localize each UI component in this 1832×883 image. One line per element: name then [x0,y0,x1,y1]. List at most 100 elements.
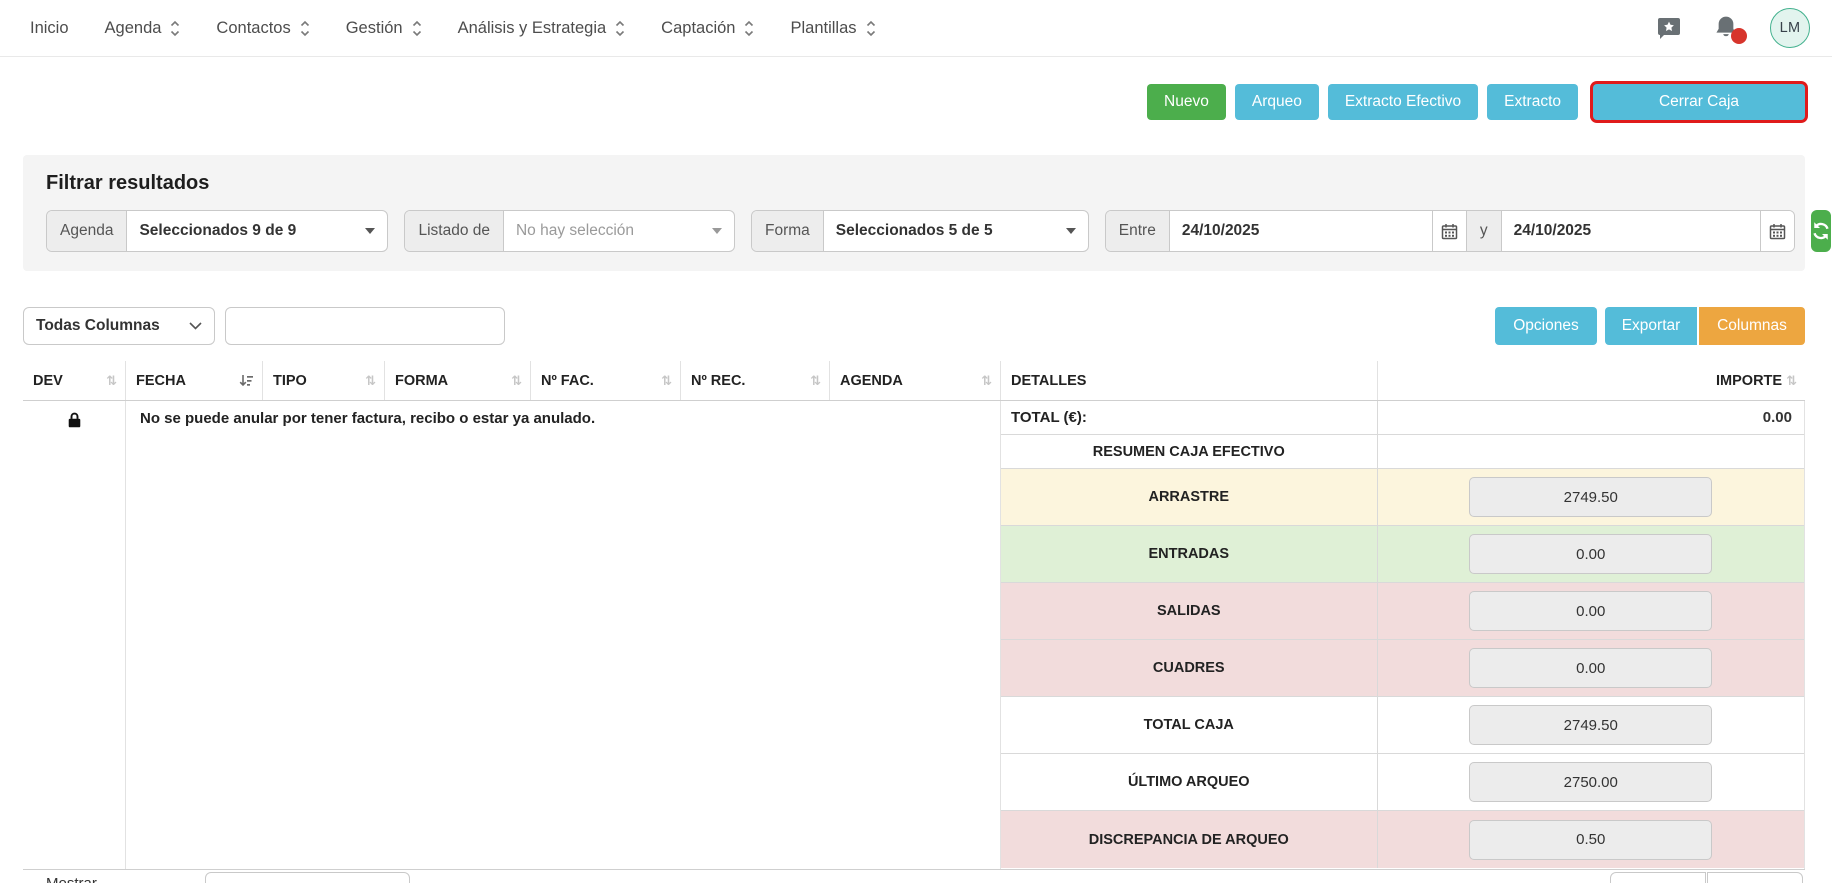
summary-row-entradas: ENTRADAS 0.00 [1001,526,1804,583]
nav-item-label: Plantillas [790,18,857,37]
nav-item-label: Agenda [104,18,162,37]
table-search-input[interactable] [225,307,505,345]
forma-filter-value: Seleccionados 5 de 5 [835,222,993,239]
extracto-button[interactable]: Extracto [1487,84,1578,120]
avatar-initials: LM [1779,20,1801,36]
summary-row-label: TOTAL CAJA [1001,697,1378,753]
exportar-button[interactable]: Exportar [1605,307,1697,345]
listado-filter-select[interactable]: No hay selección [504,211,734,251]
sort-icon: ⇅ [661,372,672,388]
header-label: IMPORTE [1716,372,1783,389]
feedback-star-bubble-icon[interactable] [1656,15,1682,41]
notifications-bell-icon[interactable] [1712,14,1747,44]
row-message: No se puede anular por tener factura, re… [126,401,1001,869]
summary-title-spacer [1378,435,1804,468]
agenda-filter-select[interactable]: Seleccionados 9 de 9 [127,211,387,251]
filter-panel: Filtrar resultados Agenda Seleccionados … [23,155,1831,271]
summary-value-box: 0.00 [1469,648,1713,688]
nav-item-label: Análisis y Estrategia [457,18,607,37]
summary-row-label: ARRASTRE [1001,469,1378,525]
opciones-button[interactable]: Opciones [1495,307,1597,345]
extracto-efectivo-button[interactable]: Extracto Efectivo [1327,84,1479,120]
nav-item-inicio[interactable]: Inicio [30,19,69,38]
nav-item-label: Captación [661,18,736,37]
header-label: Nº REC. [691,372,746,389]
header-label: TIPO [273,372,307,389]
sort-icon: ⇅ [511,372,522,388]
page-size-select[interactable] [205,872,410,883]
nav-item-captacion[interactable]: Captación [661,19,754,38]
sort-icon: ⇅ [106,372,117,388]
header-fecha[interactable]: FECHA [126,361,263,400]
dev-cell [23,401,126,869]
header-tipo[interactable]: TIPO ⇅ [263,361,385,400]
nav-item-label: Inicio [30,18,69,37]
nav-item-contactos[interactable]: Contactos [216,19,309,38]
header-label: AGENDA [840,372,903,389]
refresh-button[interactable] [1810,210,1831,252]
refresh-icon [1812,222,1829,240]
nuevo-button[interactable]: Nuevo [1147,84,1226,120]
header-num-factura[interactable]: Nº FAC. ⇅ [531,361,681,400]
forma-filter-select[interactable]: Seleccionados 5 de 5 [824,211,1088,251]
listado-filter-value: No hay selección [515,222,635,239]
header-label: Nº FAC. [541,372,594,389]
chevron-up-down-icon [412,20,421,36]
calendar-icon[interactable] [1759,211,1794,251]
summary-value-box: 2750.00 [1469,762,1713,802]
total-label: TOTAL (€): [1001,401,1378,434]
total-value: 0.00 [1762,409,1792,426]
toolbar-buttons: Opciones Exportar Columnas [1495,307,1805,345]
summary-row-label: CUADRES [1001,640,1378,696]
header-importe[interactable]: IMPORTE ⇅ [1378,361,1805,400]
nav-item-agenda[interactable]: Agenda [105,19,181,38]
sort-icon: ⇅ [810,372,821,388]
top-nav: Inicio Agenda Contactos Gestión Análisis… [0,0,1832,57]
nav-item-plantillas[interactable]: Plantillas [790,19,875,38]
forma-filter-group: Forma Seleccionados 5 de 5 [750,210,1089,252]
mostrar-label: Mostrar [46,875,97,883]
nav-items: Inicio Agenda Contactos Gestión Análisis… [30,19,876,38]
summary-value-box: 2749.50 [1469,477,1713,517]
pagination-prev-button[interactable] [1610,872,1706,883]
nav-item-gestion[interactable]: Gestión [346,19,422,38]
date-conjunction-label: y [1465,211,1502,251]
summary-row-salidas: SALIDAS 0.00 [1001,583,1804,640]
header-label: DETALLES [1011,372,1087,389]
sort-icon: ⇅ [1786,372,1797,388]
results-table: DEV ⇅ FECHA TIPO ⇅ FORMA ⇅ Nº FAC. ⇅ Nº … [23,361,1805,870]
columnas-button[interactable]: Columnas [1699,307,1805,345]
chevron-down-icon [189,322,202,330]
pagination-next-button[interactable] [1707,872,1803,883]
chevron-up-down-icon [866,20,875,36]
calendar-icon[interactable] [1431,211,1466,251]
chevron-up-down-icon [745,20,754,36]
header-num-recibo[interactable]: Nº REC. ⇅ [681,361,830,400]
header-label: FORMA [395,372,449,389]
date-to-input[interactable] [1501,211,1760,251]
nav-right: LM [1656,8,1810,48]
date-from-input[interactable] [1169,211,1432,251]
columns-filter-select[interactable]: Todas Columnas [23,307,215,345]
summary-row-arrastre: ARRASTRE 2749.50 [1001,469,1804,526]
nav-item-label: Gestión [345,18,403,37]
summary-value-box: 0.00 [1469,591,1713,631]
summary-row-label: SALIDAS [1001,583,1378,639]
nav-item-analisis-y-estrategia[interactable]: Análisis y Estrategia [458,19,626,38]
header-dev[interactable]: DEV ⇅ [23,361,126,400]
cerrar-caja-button-highlighted[interactable]: Cerrar Caja [1593,84,1805,120]
header-agenda[interactable]: AGENDA ⇅ [830,361,1001,400]
filter-title: Filtrar resultados [46,172,210,194]
summary-row-total-caja: TOTAL CAJA 2749.50 [1001,697,1804,754]
header-label: FECHA [136,372,186,389]
caret-down-icon [365,228,376,234]
avatar[interactable]: LM [1770,8,1810,48]
actions-row: Nuevo Arqueo Extracto Efectivo Extracto … [0,84,1805,120]
total-row: TOTAL (€): 0.00 [1001,401,1804,435]
nav-item-label: Contactos [216,18,291,37]
entre-label: Entre [1105,211,1170,251]
arqueo-button[interactable]: Arqueo [1234,84,1319,120]
forma-filter-label: Forma [751,211,824,251]
header-forma[interactable]: FORMA ⇅ [385,361,531,400]
sort-icon: ⇅ [981,372,992,388]
